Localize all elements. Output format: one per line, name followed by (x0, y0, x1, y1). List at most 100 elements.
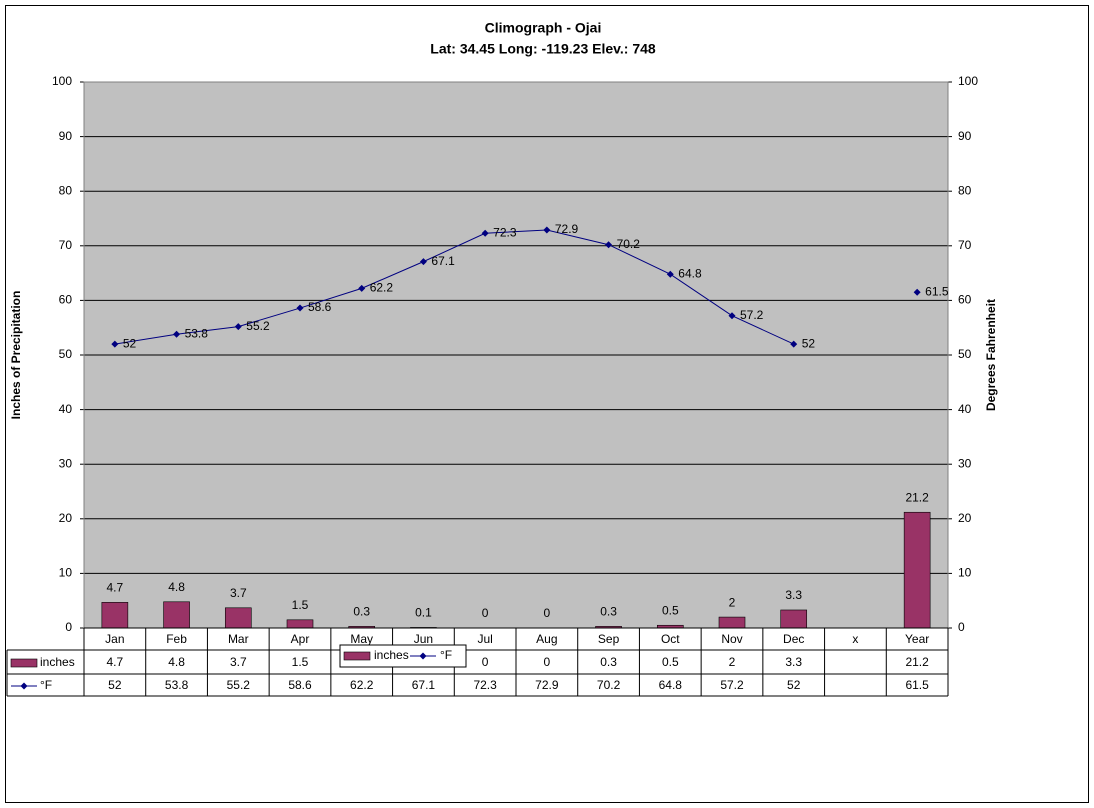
table-cell: 67.1 (412, 678, 436, 692)
data-label: 0 (482, 606, 489, 620)
y-tick-label: 90 (59, 129, 73, 143)
legend-label: °F (440, 648, 452, 662)
data-label: 0.3 (600, 605, 617, 619)
y-tick-label: 60 (59, 293, 73, 307)
table-cell: 0.5 (662, 655, 679, 669)
legend-key (343, 651, 371, 661)
line-marker (419, 258, 427, 266)
y2-tick-label: 100 (958, 74, 978, 88)
table-cell: 57.2 (720, 678, 744, 692)
x-tick-label: Jan (105, 632, 124, 646)
table-cell: 4.7 (107, 655, 124, 669)
chart-title: Climograph - Ojai (485, 20, 602, 36)
data-label: 3.3 (785, 588, 802, 602)
y-tick-label: 0 (65, 620, 72, 634)
bar (286, 619, 314, 629)
data-label: 53.8 (185, 326, 209, 340)
y2-tick-label: 40 (958, 402, 972, 416)
data-label: 62.2 (370, 281, 394, 295)
x-tick-label: Year (905, 632, 929, 646)
data-label: 67.1 (431, 254, 455, 268)
table-cell: 52 (787, 678, 801, 692)
legend-label: inches (374, 648, 409, 662)
data-label: 72.9 (555, 222, 579, 236)
table-cell: 62.2 (350, 678, 374, 692)
x-tick-label: Jul (477, 632, 492, 646)
bar (101, 602, 129, 629)
table-cell: 58.6 (288, 678, 312, 692)
table-cell: 4.8 (168, 655, 185, 669)
table-cell: 3.3 (785, 655, 802, 669)
y-tick-label: 10 (59, 566, 73, 580)
table-row-header: °F (40, 678, 52, 692)
y2-tick-label: 0 (958, 620, 965, 634)
data-label: 4.8 (168, 580, 185, 594)
data-label: 61.5 (925, 284, 949, 298)
data-label: 64.8 (678, 266, 702, 280)
table-cell: 1.5 (292, 655, 309, 669)
table-cell: 64.8 (659, 678, 683, 692)
table-cell: 0.3 (600, 655, 617, 669)
y-axis-title: Inches of Precipitation (9, 291, 23, 420)
y-tick-label: 80 (59, 183, 73, 197)
data-label: 57.2 (740, 308, 764, 322)
data-label: 2 (729, 595, 736, 609)
y-tick-label: 20 (59, 511, 73, 525)
data-label: 3.7 (230, 586, 247, 600)
bar (718, 616, 746, 629)
line-marker (358, 284, 366, 292)
table-cell: 70.2 (597, 678, 621, 692)
y2-tick-label: 30 (958, 456, 972, 470)
x-tick-label: May (350, 632, 373, 646)
line-marker (666, 270, 674, 278)
y2-tick-label: 60 (958, 293, 972, 307)
x-tick-label: Oct (661, 632, 680, 646)
table-cell: 21.2 (905, 655, 929, 669)
bar (780, 609, 808, 629)
y-tick-label: 50 (59, 347, 73, 361)
legend-key (20, 682, 28, 690)
data-label: 72.3 (493, 225, 517, 239)
table-cell: 3.7 (230, 655, 247, 669)
line-marker (790, 340, 798, 348)
bar (224, 607, 252, 629)
line-marker (481, 229, 489, 237)
legend-key (10, 658, 38, 668)
y2-tick-label: 10 (958, 566, 972, 580)
line-marker (173, 330, 181, 338)
data-label: 70.2 (617, 237, 641, 251)
y2-tick-label: 20 (958, 511, 972, 525)
data-label: 52 (802, 336, 816, 350)
data-label: 0.1 (415, 606, 432, 620)
data-label: 1.5 (292, 598, 309, 612)
table-cell: 72.9 (535, 678, 559, 692)
x-tick-label: Aug (536, 632, 557, 646)
legend-box (339, 644, 467, 668)
bar (163, 601, 190, 629)
x-tick-label: x (852, 632, 858, 646)
data-label: 4.7 (107, 581, 124, 595)
y-tick-label: 100 (52, 74, 72, 88)
y2-tick-label: 70 (958, 238, 972, 252)
x-tick-label: Apr (291, 632, 310, 646)
line-marker (543, 226, 551, 234)
data-label: 58.6 (308, 300, 332, 314)
table-cell: 0 (544, 655, 551, 669)
line-marker (605, 241, 613, 249)
table-cell: 0 (482, 655, 489, 669)
table-cell: 2 (729, 655, 736, 669)
legend-key (419, 652, 427, 660)
y-tick-label: 40 (59, 402, 73, 416)
y2-tick-label: 80 (958, 183, 972, 197)
table-cell: 52 (108, 678, 122, 692)
bar (903, 511, 931, 629)
data-label: 0 (544, 606, 551, 620)
line-marker (111, 340, 119, 348)
line-marker (913, 288, 921, 296)
table-row-header: inches (40, 655, 75, 669)
x-tick-label: Feb (166, 632, 187, 646)
y-tick-label: 30 (59, 456, 73, 470)
x-tick-label: Mar (228, 632, 249, 646)
table-cell: 72.3 (473, 678, 497, 692)
